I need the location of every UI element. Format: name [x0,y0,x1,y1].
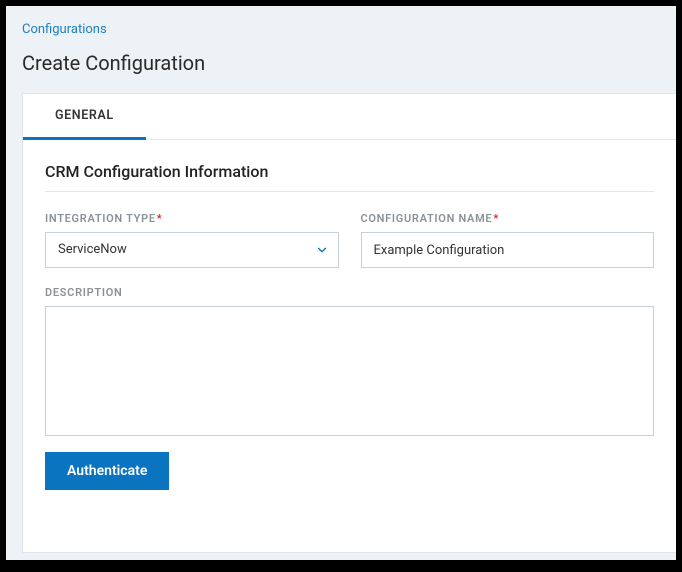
configuration-name-input[interactable] [361,232,655,268]
page-frame: Configurations Create Configuration GENE… [6,6,676,560]
label-text: INTEGRATION TYPE [45,212,156,225]
field-configuration-name: CONFIGURATION NAME* [361,212,655,268]
integration-type-select[interactable]: ServiceNow [45,232,339,268]
tabs: GENERAL [23,94,676,140]
form-content: CRM Configuration Information INTEGRATIO… [23,140,676,510]
authenticate-button[interactable]: Authenticate [45,452,169,490]
label-text: CONFIGURATION NAME [361,212,493,225]
form-card: GENERAL CRM Configuration Information IN… [22,93,676,553]
tab-general[interactable]: GENERAL [23,94,146,140]
field-description: DESCRIPTION [45,286,654,436]
required-mark: * [493,212,499,225]
section-title: CRM Configuration Information [45,162,654,192]
page-title: Create Configuration [6,41,676,93]
label-configuration-name: CONFIGURATION NAME* [361,212,655,225]
breadcrumb: Configurations [6,6,676,41]
field-integration-type: INTEGRATION TYPE* ServiceNow [45,212,339,268]
breadcrumb-link-configurations[interactable]: Configurations [22,22,107,37]
label-integration-type: INTEGRATION TYPE* [45,212,339,225]
required-mark: * [157,212,163,225]
form-row: INTEGRATION TYPE* ServiceNow CONFIGURATI… [45,212,654,268]
select-wrap: ServiceNow [45,232,339,268]
description-textarea[interactable] [45,306,654,436]
label-description: DESCRIPTION [45,286,654,299]
